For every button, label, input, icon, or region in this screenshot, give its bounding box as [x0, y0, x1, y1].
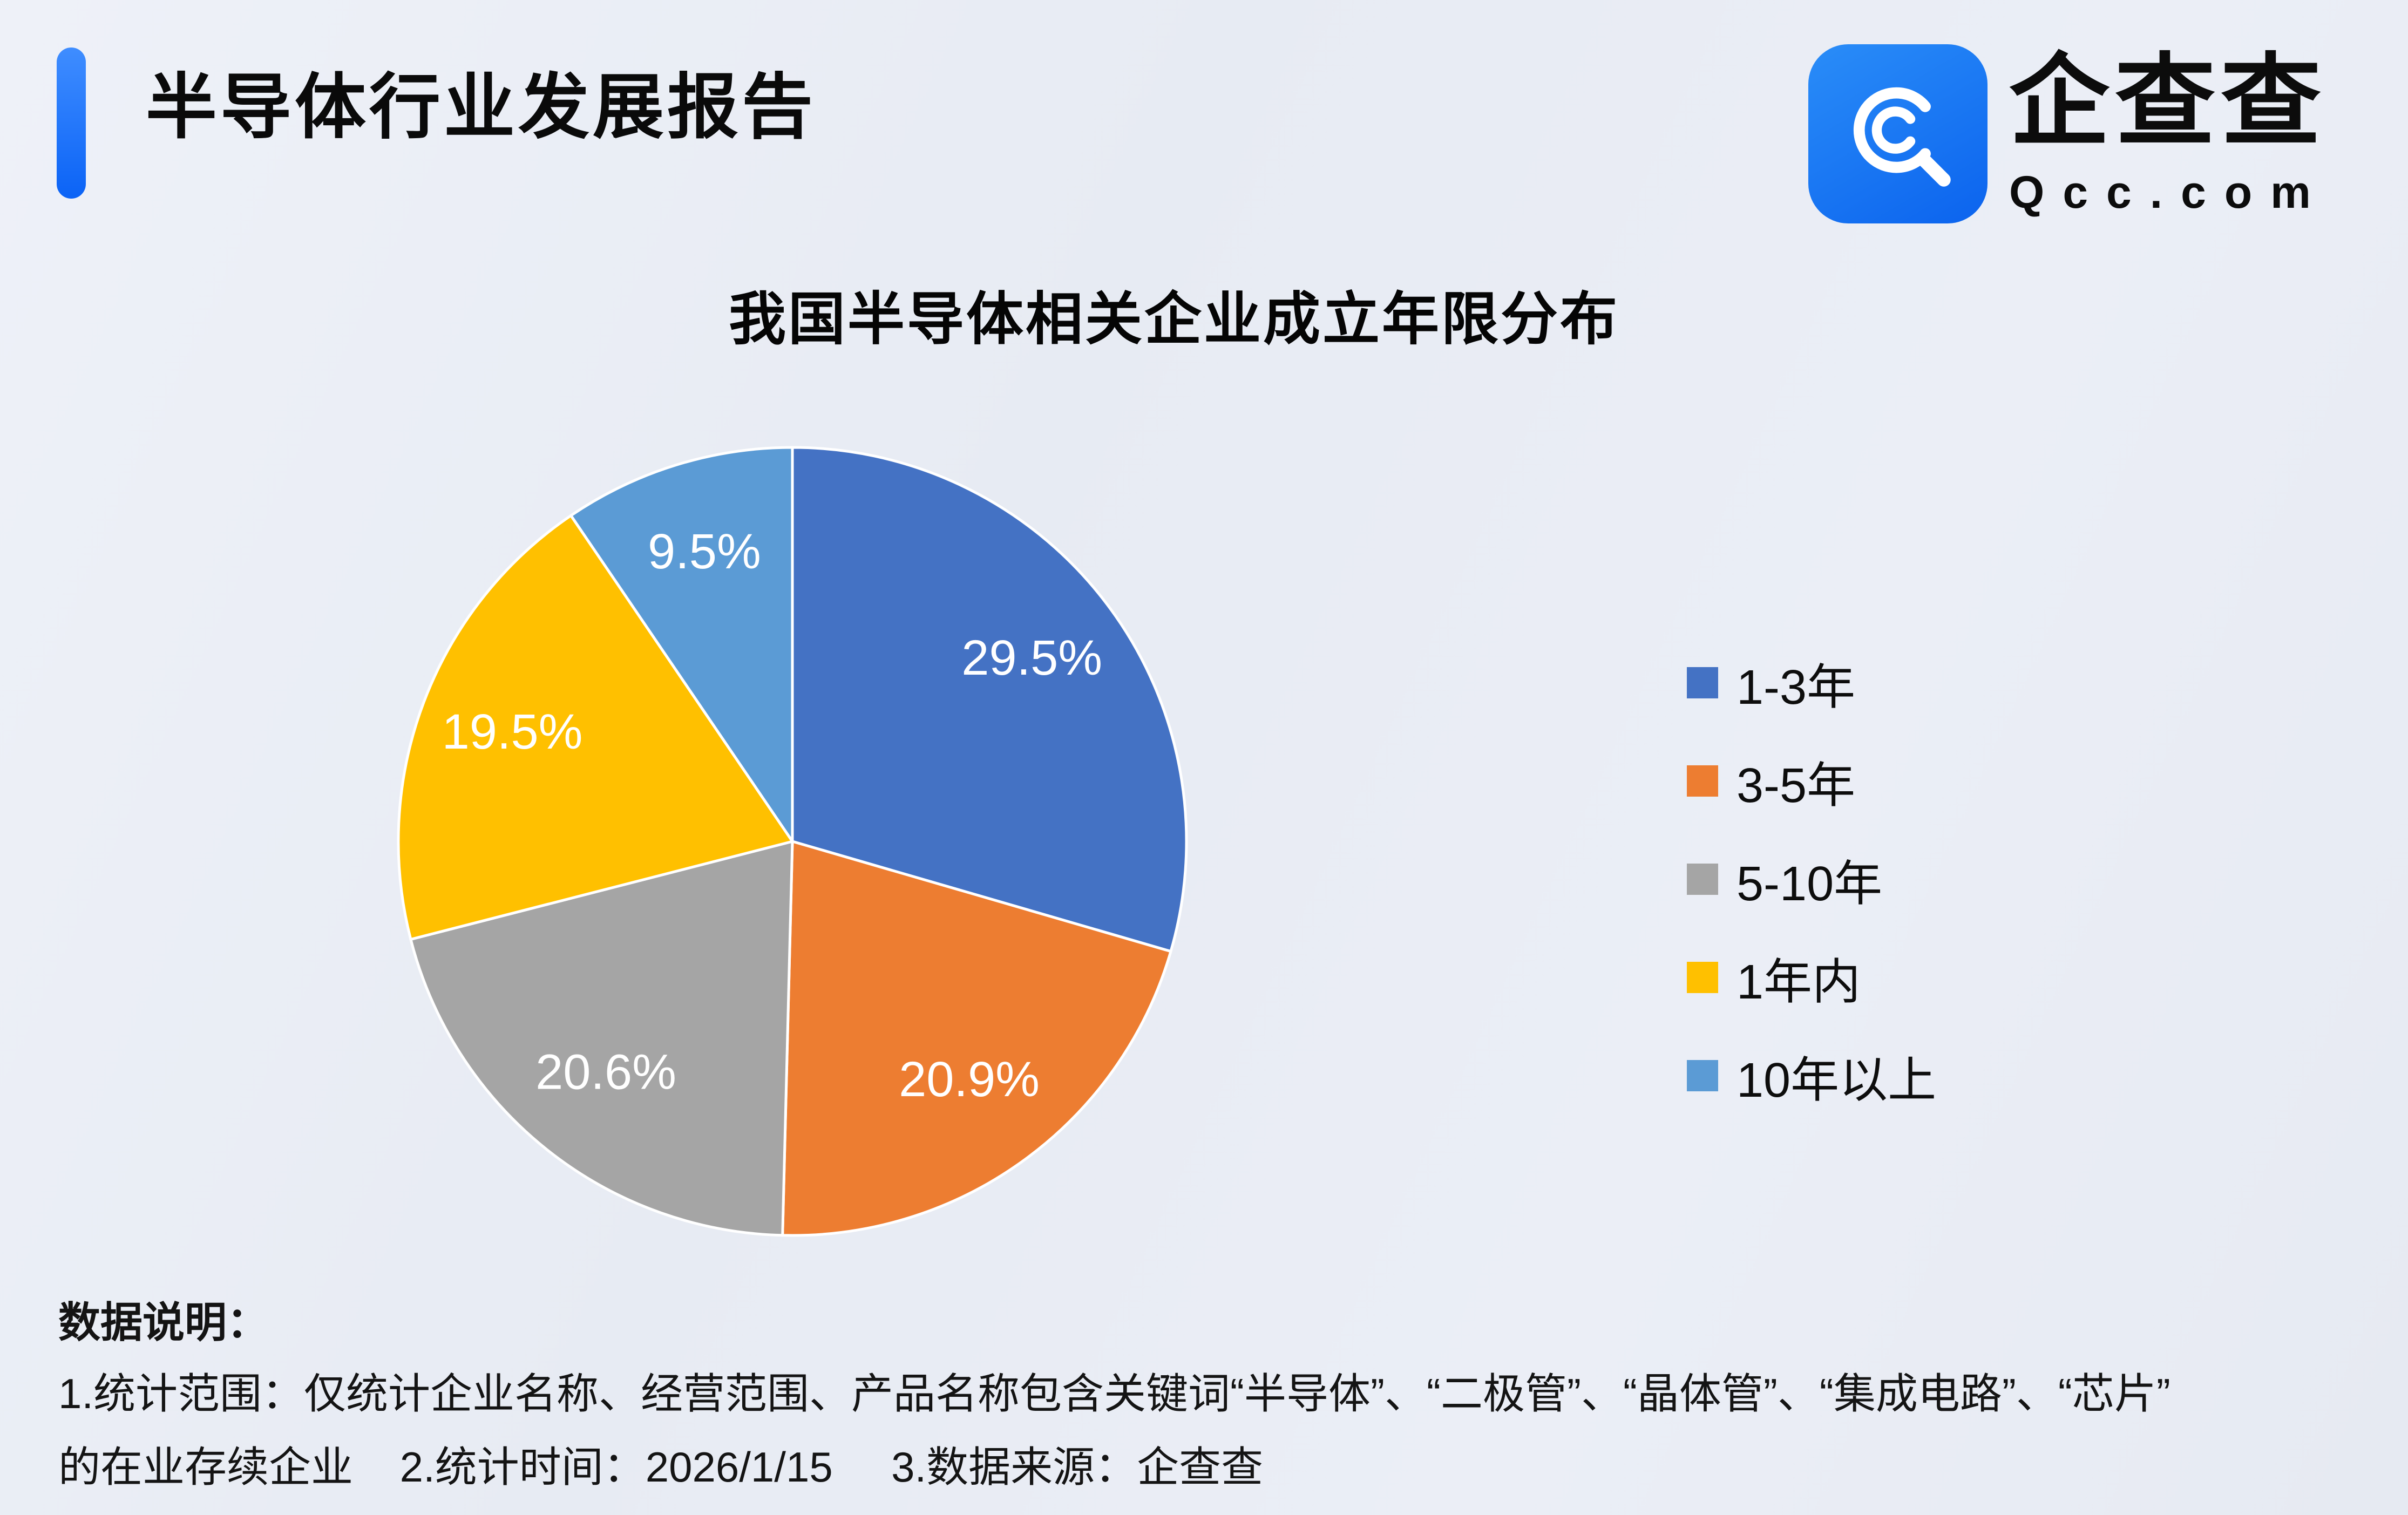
- legend-label-2: 3-5年: [1737, 759, 1856, 813]
- legend-swatch-3: [1687, 864, 1718, 895]
- footnote-heading: 数据说明：: [58, 1299, 269, 1346]
- qcc-logo-icon: [1808, 44, 1988, 223]
- pie-slice-label-5: 9.5%: [648, 524, 761, 579]
- footnote-line-1: 1.统计范围：仅统计企业名称、经营范围、产品名称包含关键词“半导体”、“二极管”…: [58, 1370, 2170, 1417]
- legend-swatch-4: [1687, 962, 1718, 993]
- pie-slice-label-1: 29.5%: [961, 630, 1102, 685]
- pie-slice-4: [397, 514, 794, 941]
- legend-swatch-5: [1687, 1060, 1718, 1091]
- qcc-magnifier-glyph: [1853, 87, 1951, 187]
- brand-name: 企查查: [2009, 46, 2327, 158]
- pie-slice-label-3: 20.6%: [535, 1044, 676, 1099]
- title-accent-bar: [57, 47, 86, 199]
- legend-label-5: 10年以上: [1737, 1054, 1937, 1108]
- chart-legend: 1-3年 3-5年 5-10年 1年内 10年以上: [1687, 648, 1936, 1111]
- pie-chart: 29.5% 20.9% 20.6% 19.5% 9.5%: [397, 446, 1188, 1237]
- pie-slice-2: [781, 840, 1172, 1237]
- legend-label-4: 1年内: [1737, 955, 1861, 1009]
- legend-label-3: 5-10年: [1737, 857, 1883, 911]
- legend-item-2: 3-5年: [1687, 746, 1936, 816]
- pie-slice-5: [569, 446, 794, 843]
- footnote-line-2: 的在业存续企业 2.统计时间：2026/1/15 3.数据来源：企查查: [58, 1443, 1264, 1491]
- qcc-logo-text: 企查查 Qcc.com: [2009, 44, 2329, 219]
- qcc-logo: 企查查 Qcc.com: [1808, 44, 2329, 223]
- legend-label-1: 1-3年: [1737, 661, 1856, 715]
- chart-title: 我国半导体相关企业成立年限分布: [729, 288, 1619, 351]
- legend-swatch-1: [1687, 667, 1718, 698]
- pie-slice-label-2: 20.9%: [899, 1052, 1040, 1107]
- pie-slice-label-4: 19.5%: [442, 704, 583, 759]
- legend-item-5: 10年以上: [1687, 1041, 1936, 1111]
- legend-item-4: 1年内: [1687, 942, 1936, 1013]
- legend-item-3: 5-10年: [1687, 844, 1936, 914]
- legend-swatch-2: [1687, 765, 1718, 797]
- report-title: 半导体行业发展报告: [146, 67, 816, 147]
- pie-slice-1: [791, 446, 1188, 953]
- legend-item-1: 1-3年: [1687, 648, 1936, 718]
- brand-domain: Qcc.com: [2009, 167, 2329, 218]
- pie-slice-3: [409, 840, 794, 1237]
